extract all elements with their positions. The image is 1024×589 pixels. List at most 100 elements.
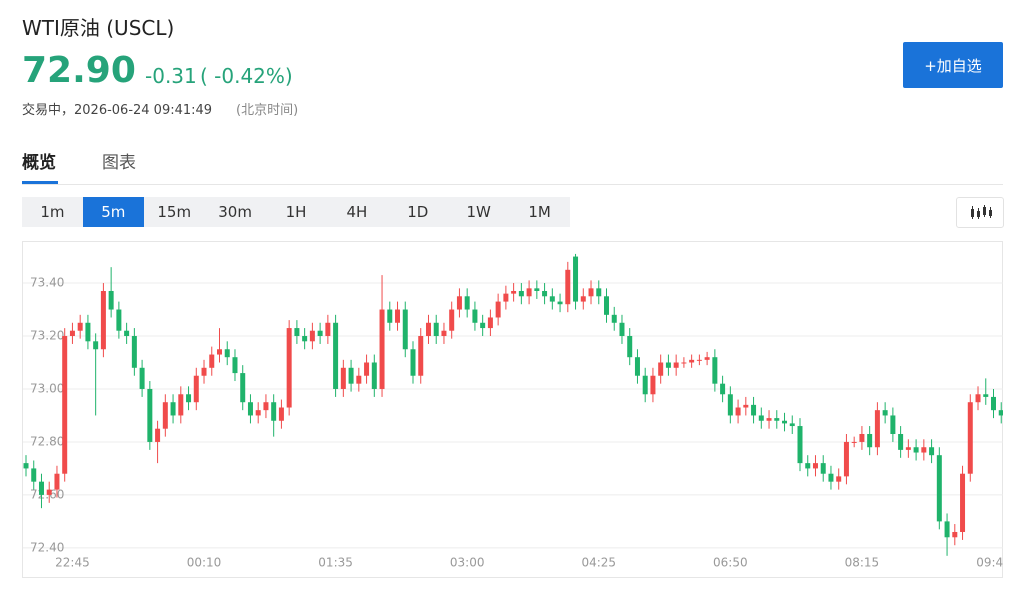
candle-body <box>217 349 222 355</box>
candle-body <box>31 468 37 482</box>
candle-body <box>85 322 91 342</box>
candle-body <box>843 441 849 477</box>
candle-body <box>340 367 346 389</box>
candle-body <box>232 357 238 374</box>
candle-body <box>557 301 563 305</box>
candle-body <box>201 367 207 376</box>
candle-body <box>944 521 950 538</box>
x-tick-label: 08:15 <box>845 556 880 570</box>
period-button[interactable]: 1D <box>407 203 429 221</box>
candle-body <box>62 336 68 474</box>
candle-body <box>619 322 625 337</box>
candle-body <box>634 357 640 376</box>
y-tick-label: 73.40 <box>30 276 64 290</box>
candle-body <box>449 309 455 331</box>
chart-frame <box>22 241 1003 578</box>
candle-body <box>271 402 277 421</box>
period-bar: 1m 5m 15m 30m 1H 4H 1D 1W 1M <box>22 197 570 227</box>
candle-body <box>186 394 192 403</box>
tab-indicator <box>22 181 58 184</box>
period-button[interactable]: 1H <box>285 203 307 221</box>
period-button[interactable]: 5m <box>82 197 144 227</box>
candle-body <box>487 317 493 329</box>
candle-body <box>356 375 362 384</box>
candle-body <box>387 309 393 323</box>
x-tick-label: 01:35 <box>318 556 353 570</box>
candle-body <box>859 433 865 442</box>
candle-body <box>720 383 726 395</box>
last-price: 72.90 <box>22 50 136 91</box>
candle-body <box>69 330 75 337</box>
candle-body <box>596 288 602 297</box>
candle-body <box>867 433 873 448</box>
candle-body <box>139 367 145 389</box>
tab[interactable]: 概览 <box>22 153 56 173</box>
period-button[interactable]: 30m <box>218 203 252 221</box>
candle-body <box>805 463 811 469</box>
candle-body <box>851 441 857 443</box>
candle-body <box>456 296 462 310</box>
candle-body <box>758 415 764 421</box>
candle-body <box>812 463 818 469</box>
candle-body <box>820 463 826 474</box>
candle-body <box>751 404 757 416</box>
candle-body <box>131 336 137 368</box>
candle-body <box>627 336 633 358</box>
candle-body <box>998 410 1003 416</box>
chart-type-button[interactable] <box>956 197 1004 228</box>
candle-body <box>975 394 981 403</box>
x-tick-label: 06:50 <box>713 556 748 570</box>
plot-area: 72.4072.6072.8073.0073.2073.4022:4500:10… <box>23 253 1003 570</box>
candle-icon <box>971 205 992 219</box>
candle-body <box>549 296 555 302</box>
candle-body <box>170 402 176 416</box>
period-button[interactable]: 1M <box>528 203 551 221</box>
candle-body <box>650 375 656 395</box>
instrument-title: WTI原油 (USCL) <box>22 16 175 40</box>
candle-body <box>309 330 315 342</box>
add-watchlist-button[interactable]: +加自选 <box>903 42 1003 88</box>
trading-status: 交易中，2026-06-24 09:41:49 <box>22 103 213 118</box>
candle-body <box>294 328 300 337</box>
candle-body <box>913 447 919 453</box>
candle-body <box>704 357 710 360</box>
x-tick-label: 04:25 <box>581 556 616 570</box>
candle-body <box>983 394 989 397</box>
period-button[interactable]: 1W <box>466 203 491 221</box>
candle-body <box>209 354 215 368</box>
candle-body <box>263 402 269 411</box>
candle-body <box>828 473 834 482</box>
period-button[interactable]: 15m <box>157 203 192 221</box>
period-button[interactable]: 1m <box>40 203 65 221</box>
candle-body <box>433 322 439 337</box>
candle-body <box>116 309 122 331</box>
candle-body <box>727 394 733 416</box>
candle-body <box>100 290 106 350</box>
candle-body <box>495 301 501 318</box>
candle-body <box>364 362 370 376</box>
candle-body <box>54 473 60 490</box>
candle-body <box>604 296 609 315</box>
tab[interactable]: 图表 <box>102 153 136 173</box>
candle-body <box>789 423 795 427</box>
candle-body <box>743 404 749 408</box>
candle-body <box>782 420 788 424</box>
candle-body <box>379 309 385 389</box>
period-button[interactable]: 4H <box>346 203 368 221</box>
candle-body <box>147 388 153 442</box>
candle-body <box>402 309 408 350</box>
candle-body <box>588 288 594 297</box>
price-change-percent: ( -0.42%) <box>200 64 293 88</box>
candle-body <box>418 336 424 376</box>
price-change: -0.31 <box>145 64 197 88</box>
candle-body <box>874 410 880 448</box>
y-tick-label: 72.80 <box>30 434 64 448</box>
candle-body <box>93 341 99 350</box>
candle-body <box>302 336 308 342</box>
candle-body <box>278 407 284 421</box>
candle-body <box>247 402 253 416</box>
candle-body <box>325 322 331 337</box>
y-tick-label: 73.00 <box>30 381 64 395</box>
